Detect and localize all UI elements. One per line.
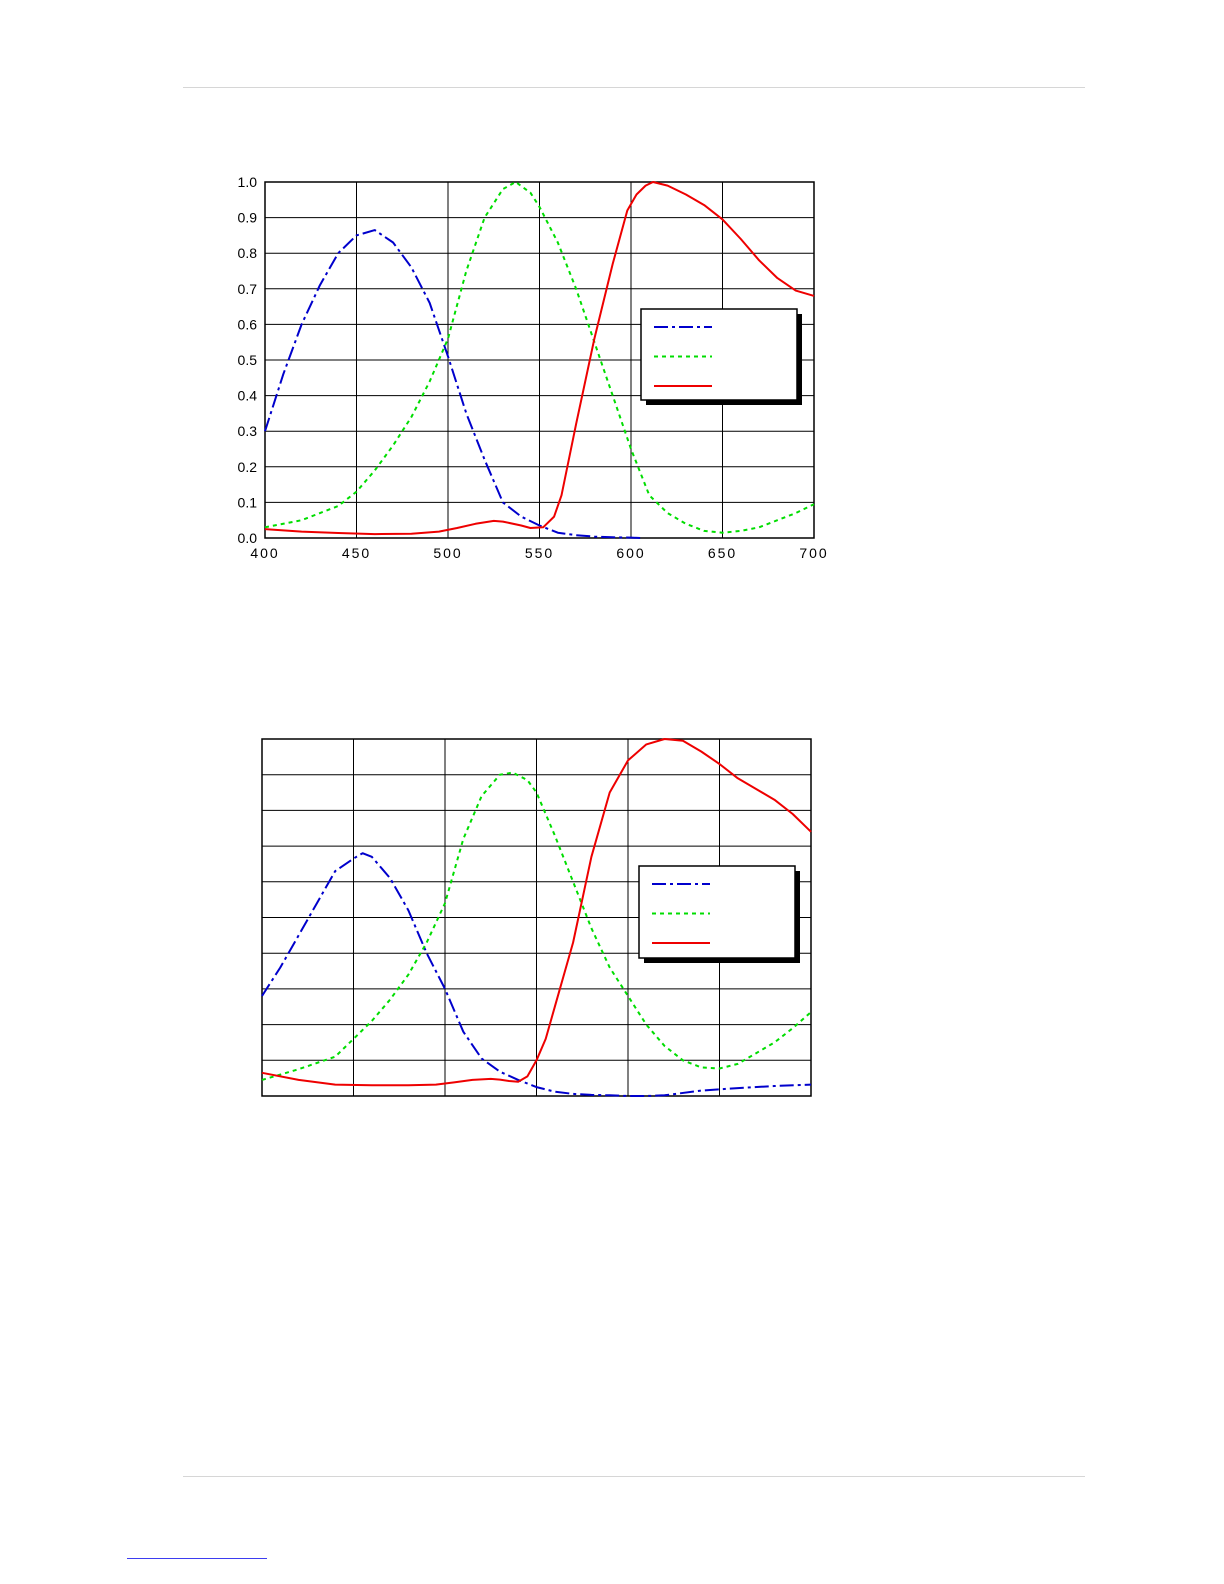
chart2-plot-frame (261, 738, 812, 1097)
chart1-series-line-2 (264, 181, 815, 534)
chart1-x-tick-label: 400 (250, 545, 279, 561)
chart1-y-tick-label: 0.9 (238, 210, 258, 226)
chart2-legend-box (638, 865, 796, 959)
chart1-y-tick-label: 0.6 (238, 316, 258, 332)
chart2-series-line-3 (261, 738, 812, 1087)
footer-link[interactable] (127, 1558, 267, 1559)
chart1-y-tick-label: 0.4 (238, 388, 258, 404)
chart1-legend-box (640, 308, 798, 401)
chart1-y-tick-label: 0.8 (238, 245, 258, 261)
footer-rule (183, 1476, 1085, 1477)
chart2-series-line-1 (261, 852, 812, 1097)
chart1-y-tick-label: 0.1 (238, 494, 258, 510)
chart1-y-tick-label: 0.2 (238, 459, 258, 475)
chart1-y-tick-label: 1.0 (238, 174, 258, 190)
chart1-y-tick-label: 0.5 (238, 352, 258, 368)
chart1-series-line-3 (264, 181, 815, 536)
chart2-series-line-2 (261, 771, 812, 1081)
chart1-y-tick-label: 0.7 (238, 281, 258, 297)
header-rule (183, 87, 1085, 88)
chart1-series-line-1 (264, 229, 641, 539)
chart1-plot-frame (264, 181, 815, 539)
chart1-y-tick-label: 0.3 (238, 423, 258, 439)
chart1-x-tick-label: 600 (616, 545, 645, 561)
chart1-y-tick-label: 0.0 (238, 530, 258, 546)
chart1-x-tick-label: 500 (433, 545, 462, 561)
chart1-x-tick-label: 550 (525, 545, 554, 561)
chart1-x-tick-label: 450 (342, 545, 371, 561)
chart1-x-tick-label: 650 (708, 545, 737, 561)
chart1-x-tick-label: 700 (799, 545, 828, 561)
